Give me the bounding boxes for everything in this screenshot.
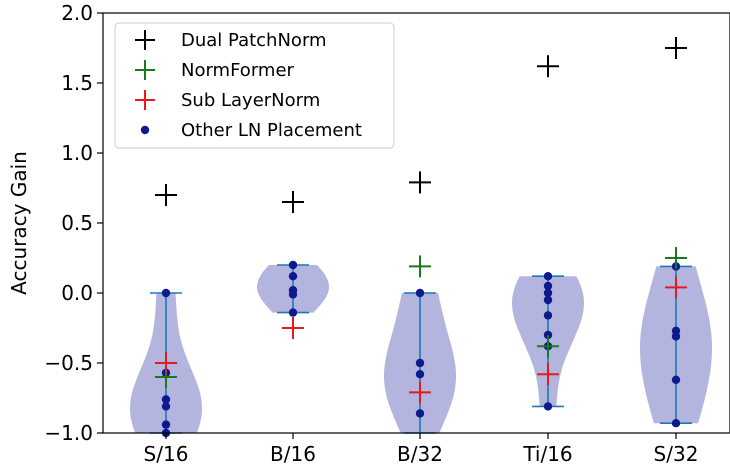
legend-dual-patchnorm-marker	[135, 30, 155, 50]
y-tick-label: 0.0	[61, 281, 93, 305]
legend-normformer-marker	[135, 60, 155, 80]
y-tick-label: −1.0	[44, 421, 93, 445]
sub-layernorm-marker	[665, 276, 687, 299]
y-tick-label: 0.5	[61, 211, 93, 235]
y-axis: 2.0 1.5 1.0 0.5 0.0 −0.5 −1.0	[44, 1, 103, 445]
other-ln-point	[543, 402, 553, 411]
other-ln-point	[543, 272, 553, 281]
dual-patchnorm-marker	[282, 191, 304, 213]
dual-patchnorm-marker	[409, 171, 431, 194]
other-ln-point	[671, 375, 681, 384]
x-tick-label: S/32	[654, 442, 699, 466]
dual-patchnorm-marker	[155, 184, 177, 206]
legend-other-ln-placement-label: Other LN Placement	[181, 120, 362, 141]
legend-sub-layernorm-label: Sub LayerNorm	[181, 90, 320, 111]
y-tick-label: 1.0	[61, 141, 93, 165]
normformer-marker	[537, 335, 559, 358]
sub-layernorm-marker	[155, 352, 177, 374]
other-ln-point	[161, 402, 171, 411]
other-ln-point	[543, 295, 553, 305]
other-ln-point	[415, 409, 425, 418]
x-tick-label: B/16	[270, 442, 316, 466]
other-ln-point	[415, 288, 425, 298]
other-ln-point	[288, 290, 298, 299]
y-tick-label: −0.5	[44, 351, 93, 375]
x-tick-label: B/32	[397, 442, 443, 466]
other-ln-point	[161, 288, 171, 298]
other-ln-point	[543, 281, 553, 291]
legend-normformer-label: NormFormer	[181, 60, 295, 81]
other-ln-point	[543, 330, 553, 340]
legend-other-ln-placement-marker	[140, 125, 150, 135]
other-ln-point	[161, 395, 171, 404]
normformer-marker	[409, 255, 431, 278]
legend-sub-layernorm-marker	[135, 90, 155, 110]
other-ln-point	[671, 332, 681, 341]
other-ln-point	[288, 260, 298, 270]
other-ln-point	[415, 358, 425, 368]
other-ln-point	[543, 288, 553, 298]
sub-layernorm-marker	[282, 317, 304, 339]
dual-patchnorm-marker	[537, 55, 559, 78]
other-ln-point	[671, 419, 681, 428]
dual-patchnorm-marker	[665, 37, 687, 59]
legend: Dual PatchNorm NormFormer Sub LayerNorm Oth…	[114, 22, 395, 149]
x-tick-label: Ti/16	[522, 442, 572, 466]
x-axis: S/16 B/16 B/32 Ti/16 S/32	[144, 433, 699, 466]
sub-layernorm-marker	[537, 363, 559, 386]
normformer-marker	[665, 247, 687, 269]
sub-layernorm-marker	[409, 381, 431, 404]
other-ln-point	[288, 308, 298, 317]
legend-dual-patchnorm-label: Dual PatchNorm	[181, 30, 327, 51]
y-axis-label: Accuracy Gain	[7, 151, 31, 295]
legend-box	[114, 22, 395, 149]
other-ln-point	[161, 420, 171, 429]
other-ln-point	[543, 311, 553, 320]
y-tick-label: 1.5	[61, 71, 93, 95]
other-ln-point	[415, 370, 425, 379]
other-ln-point	[288, 272, 298, 281]
points-layer	[155, 37, 687, 438]
y-tick-label: 2.0	[61, 1, 93, 25]
x-tick-label: S/16	[144, 442, 189, 466]
